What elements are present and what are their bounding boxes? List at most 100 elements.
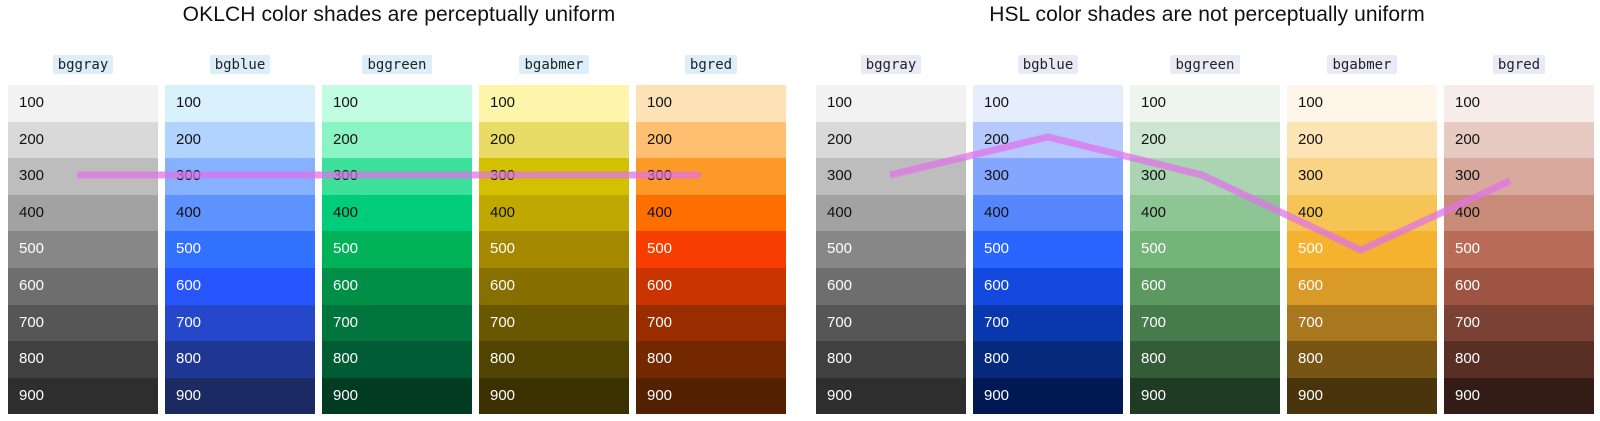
swatch-bgblue-900: 900: [973, 377, 1123, 415]
swatch-bgabmer-600: 600: [479, 267, 629, 305]
swatch-bgblue-700: 700: [165, 304, 315, 342]
swatch-bgabmer-400: 400: [479, 194, 629, 232]
swatch-bgblue-100: 100: [165, 85, 315, 122]
swatch-bggray-800: 800: [816, 341, 966, 378]
swatch-bgred-800: 800: [1444, 341, 1594, 378]
swatch-bggreen-300: 300: [1130, 158, 1280, 195]
palette-bgabmer: bgabmer 100 200 300 400 500 600 700 800 900: [1287, 54, 1437, 415]
oklch-panel: OKLCH color shades are perceptually unif…: [8, 0, 790, 421]
swatch-bggray-200: 200: [8, 121, 158, 159]
swatch-bggray-700: 700: [816, 304, 966, 342]
swatch-bggreen-200: 200: [1130, 121, 1280, 159]
swatch-bgblue-600: 600: [165, 267, 315, 305]
swatch-bggray-100: 100: [8, 85, 158, 122]
swatch-bgred-500: 500: [1444, 231, 1594, 268]
swatch-bggreen-400: 400: [322, 194, 472, 232]
palette-label: bgred: [684, 55, 738, 74]
swatch-bggray-900: 900: [816, 377, 966, 415]
swatch-bggray-100: 100: [816, 85, 966, 122]
swatch-bgabmer-900: 900: [479, 377, 629, 415]
swatch-bgred-600: 600: [1444, 267, 1594, 305]
swatch-bggreen-200: 200: [322, 121, 472, 159]
swatch-bgabmer-800: 800: [479, 341, 629, 378]
swatch-bggray-700: 700: [8, 304, 158, 342]
palette-bgred: bgred 100 200 300 400 500 600 700 800 900: [1444, 54, 1594, 415]
palette-label-wrap: bgred: [1444, 54, 1594, 85]
palette-label-wrap: bgblue: [165, 54, 315, 85]
swatch-bggray-400: 400: [8, 194, 158, 232]
swatch-bggreen-800: 800: [322, 341, 472, 378]
panel-title: HSL color shades are not perceptually un…: [989, 3, 1425, 26]
swatch-bggreen-700: 700: [322, 304, 472, 342]
swatch-bgabmer-100: 100: [1287, 85, 1437, 122]
palette-label-wrap: bggreen: [1130, 54, 1280, 85]
palette-label-wrap: bggray: [8, 54, 158, 85]
swatch-bgred-700: 700: [636, 304, 786, 342]
swatch-bgblue-900: 900: [165, 377, 315, 415]
swatch-bgblue-800: 800: [973, 341, 1123, 378]
palette-bgabmer: bgabmer 100 200 300 400 500 600 700 800 900: [479, 54, 629, 415]
swatch-bggray-500: 500: [816, 231, 966, 268]
swatch-bgred-400: 400: [1444, 194, 1594, 232]
palette-label: bggray: [52, 55, 114, 74]
swatch-bggray-600: 600: [8, 267, 158, 305]
palette-label-wrap: bggray: [816, 54, 966, 85]
swatch-bggray-600: 600: [816, 267, 966, 305]
swatch-bgblue-400: 400: [973, 194, 1123, 232]
hsl-panel: HSL color shades are not perceptually un…: [816, 0, 1598, 421]
swatch-bgblue-300: 300: [165, 158, 315, 195]
swatch-bgred-400: 400: [636, 194, 786, 232]
palette-label: bgabmer: [1327, 55, 1397, 74]
palette-bggray: bggray 100 200 300 400 500 600 700 800 900: [816, 54, 966, 415]
palette-label: bggreen: [362, 55, 432, 74]
palette-label-wrap: bgabmer: [1287, 54, 1437, 85]
panel-title: OKLCH color shades are perceptually unif…: [182, 3, 616, 26]
swatch-bgred-700: 700: [1444, 304, 1594, 342]
swatch-bggray-300: 300: [8, 158, 158, 195]
swatch-bgred-900: 900: [1444, 377, 1594, 415]
swatch-bgabmer-900: 900: [1287, 377, 1437, 415]
palette-label: bgblue: [209, 55, 271, 74]
palette-label-wrap: bggreen: [322, 54, 472, 85]
palette-label-wrap: bgblue: [973, 54, 1123, 85]
palette-bggreen: bggreen 100 200 300 400 500 600 700 800 900: [1130, 54, 1280, 415]
swatch-bggreen-500: 500: [1130, 231, 1280, 268]
palette-bggreen: bggreen 100 200 300 400 500 600 700 800 900: [322, 54, 472, 415]
swatch-bgred-200: 200: [1444, 121, 1594, 159]
swatch-bgblue-200: 200: [165, 121, 315, 159]
swatch-bggreen-700: 700: [1130, 304, 1280, 342]
palette-label: bggreen: [1170, 55, 1240, 74]
palette-label: bggray: [860, 55, 922, 74]
swatch-bgblue-500: 500: [973, 231, 1123, 268]
swatch-bgabmer-200: 200: [1287, 121, 1437, 159]
swatch-bggreen-900: 900: [1130, 377, 1280, 415]
swatch-bggray-300: 300: [816, 158, 966, 195]
swatch-bgred-100: 100: [636, 85, 786, 122]
palette-bgred: bgred 100 200 300 400 500 600 700 800 900: [636, 54, 786, 415]
swatch-bggreen-600: 600: [322, 267, 472, 305]
palette-label: bgred: [1492, 55, 1546, 74]
swatch-bggray-900: 900: [8, 377, 158, 415]
swatch-bgblue-200: 200: [973, 121, 1123, 159]
swatch-bggreen-900: 900: [322, 377, 472, 415]
palette-bgblue: bgblue 100 200 300 400 500 600 700 800 900: [165, 54, 315, 415]
swatch-bgred-800: 800: [636, 341, 786, 378]
swatch-bggreen-500: 500: [322, 231, 472, 268]
swatch-bgblue-500: 500: [165, 231, 315, 268]
swatch-bggreen-600: 600: [1130, 267, 1280, 305]
swatch-bgabmer-700: 700: [1287, 304, 1437, 342]
swatch-bgred-900: 900: [636, 377, 786, 415]
swatch-bgabmer-300: 300: [1287, 158, 1437, 195]
swatch-bggray-200: 200: [816, 121, 966, 159]
swatch-bgabmer-800: 800: [1287, 341, 1437, 378]
swatch-bgred-300: 300: [636, 158, 786, 195]
swatch-bgblue-300: 300: [973, 158, 1123, 195]
swatch-bgred-200: 200: [636, 121, 786, 159]
swatch-bggreen-100: 100: [322, 85, 472, 122]
swatch-bgabmer-700: 700: [479, 304, 629, 342]
palette-label-wrap: bgred: [636, 54, 786, 85]
palette-bggray: bggray 100 200 300 400 500 600 700 800 900: [8, 54, 158, 415]
swatch-bgred-500: 500: [636, 231, 786, 268]
swatch-bgred-300: 300: [1444, 158, 1594, 195]
swatch-bgabmer-300: 300: [479, 158, 629, 195]
